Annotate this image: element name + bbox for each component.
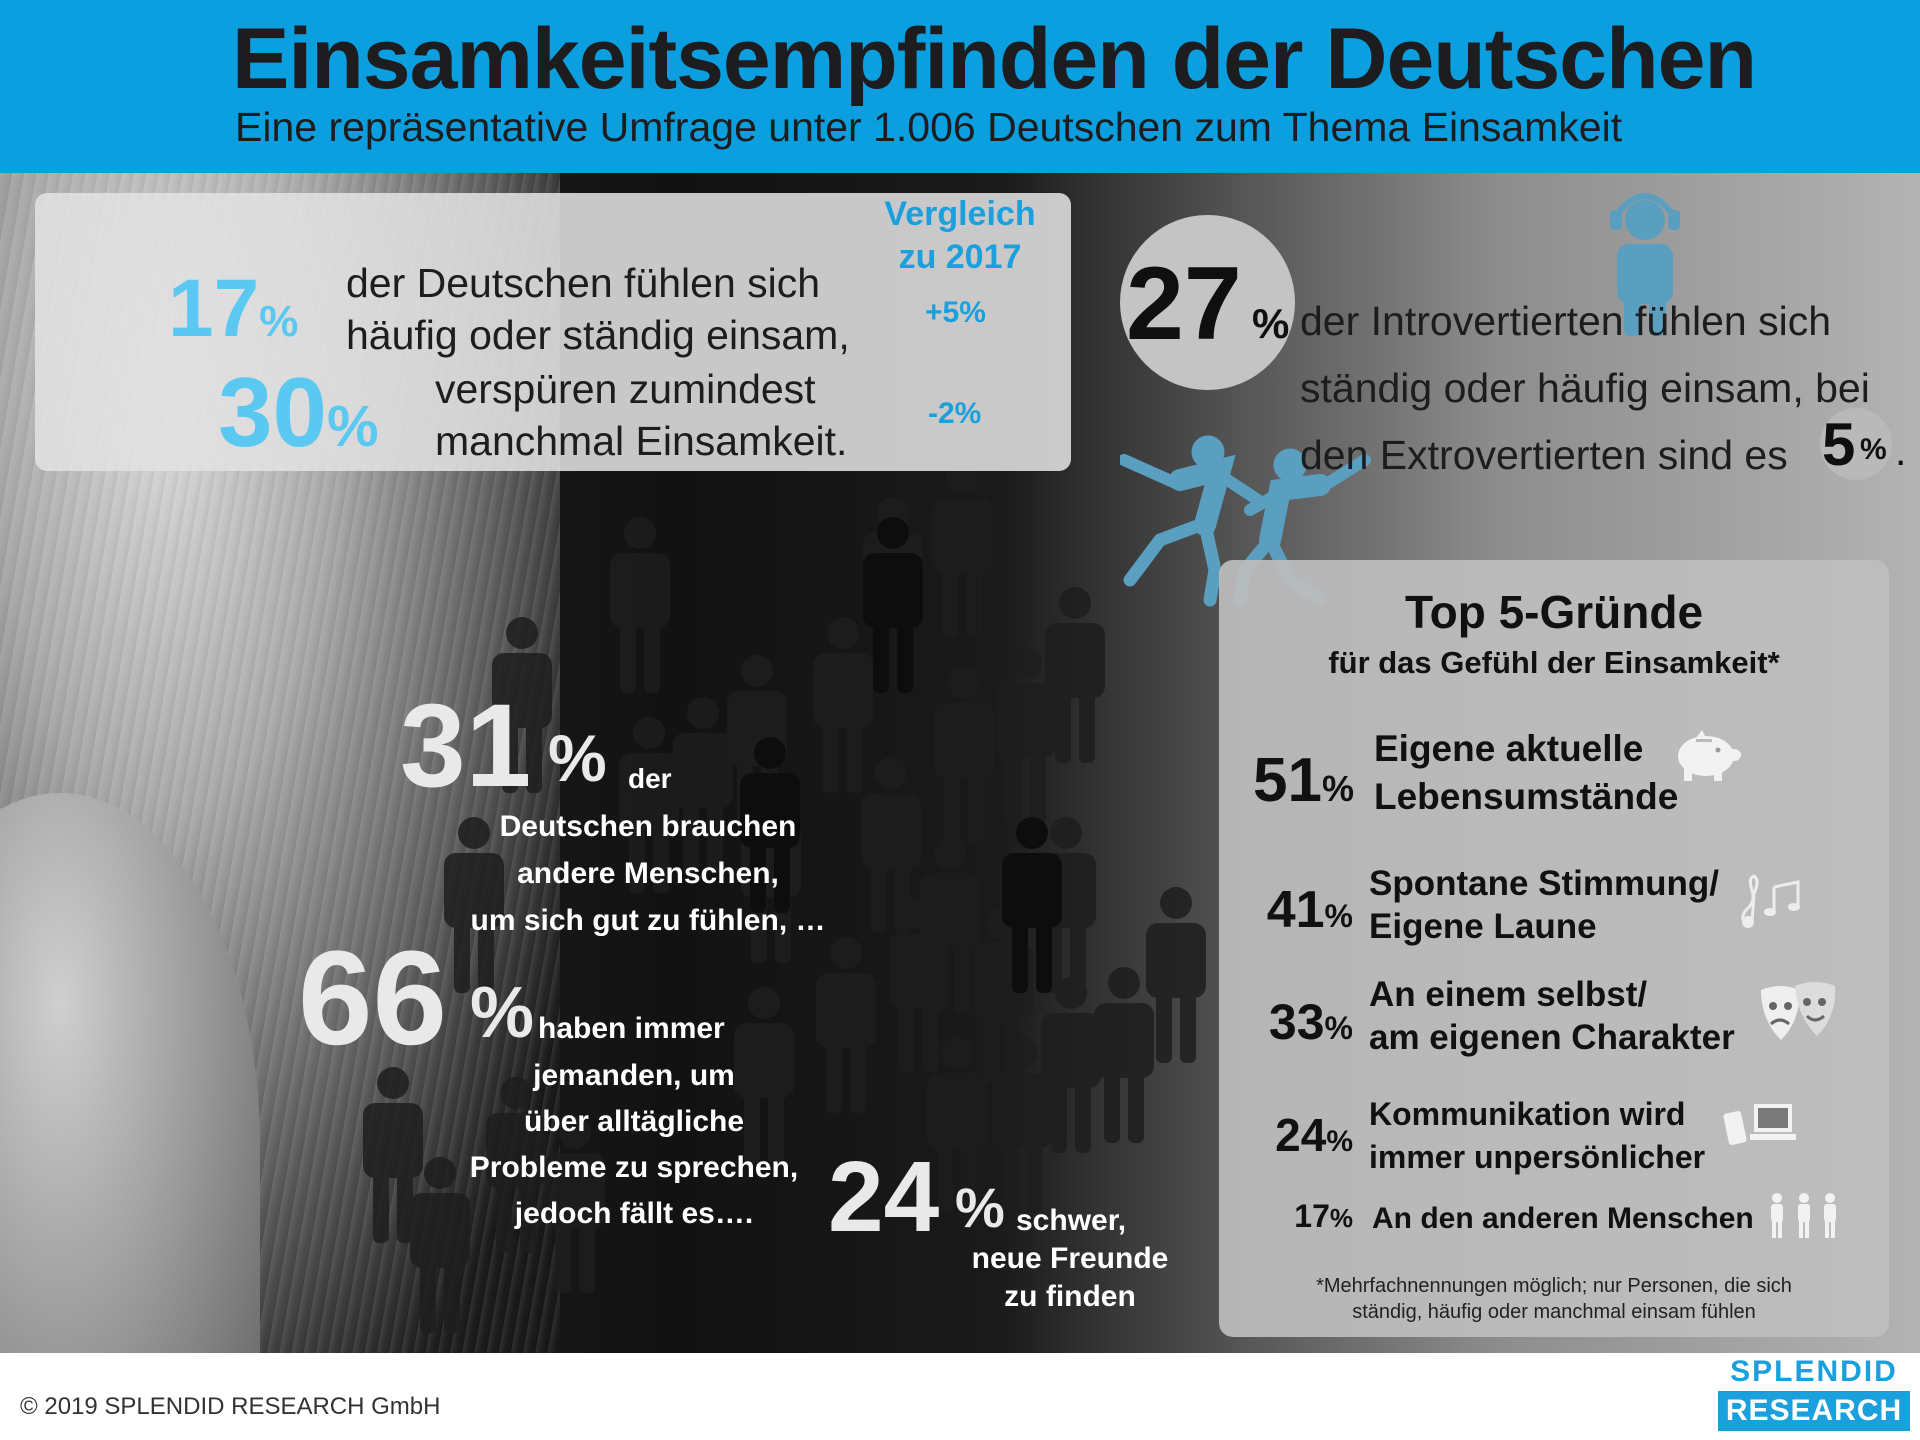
stat-5-unit: % (1860, 433, 1887, 466)
stat-27-unit: % (1252, 300, 1290, 347)
stat-17-text: der Deutschen fühlen sich häufig oder st… (346, 260, 850, 358)
stat-30-number: 30% (218, 357, 379, 467)
piggy-bank-icon (1678, 730, 1741, 781)
people-icon (1771, 1193, 1836, 1238)
music-notes-icon (1741, 874, 1800, 929)
splendid-research-logo: SPLENDID RESEARCH (1718, 1355, 1910, 1433)
reason-1-percent: 51% (1253, 746, 1354, 815)
stat-31-number: 31 (400, 680, 532, 812)
reason-5-label: An den anderen Menschen (1372, 1202, 1754, 1235)
reasons-footnote: *Mehrfachnennungen möglich; nur Personen… (1316, 1275, 1792, 1323)
stat-24-text: neue Freunde zu finden (971, 1242, 1169, 1313)
reason-3-percent: 33% (1268, 994, 1353, 1050)
page-subtitle: Eine repräsentative Umfrage unter 1.006 … (235, 104, 1623, 150)
introvert-headphones-icon (1610, 193, 1680, 336)
comparison-heading: Vergleich zu 2017 (884, 195, 1036, 276)
stat-66-lead: haben immer (538, 1012, 725, 1045)
stat-17-number: 17% (168, 263, 299, 354)
reason-2-label: Spontane Stimmung/ Eigene Laune (1369, 864, 1719, 946)
stat-27-number: 27 (1126, 246, 1242, 362)
extrovert-circle (1820, 408, 1892, 480)
reasons-title: Top 5-Gründe (1404, 586, 1704, 638)
delta-17: +5% (925, 296, 986, 329)
header-banner: Einsamkeitsempfinden der Deutschen Eine … (0, 0, 1920, 173)
stat-24-number: 24 (828, 1141, 940, 1253)
introvert-text: der Introvertierten fühlen sich ständig … (1300, 298, 1870, 478)
devices-icon (1723, 1104, 1796, 1145)
reason-3-label: An einem selbst/ am eigenen Charakter (1369, 975, 1735, 1057)
stat-31-unit: % (548, 721, 607, 795)
reason-5-percent: 17% (1294, 1198, 1353, 1234)
stat-66-number: 66 (298, 924, 448, 1073)
page-title: Einsamkeitsempfinden der Deutschen (232, 11, 1757, 107)
introvert-circle (1120, 215, 1295, 390)
stat-30-text: verspüren zumindest manchmal Einsamkeit. (435, 366, 848, 464)
stat-24-unit: % (955, 1176, 1005, 1239)
reason-4-label: Kommunikation wird immer unpersönlicher (1369, 1096, 1706, 1175)
copyright-notice: © 2019 SPLENDID RESEARCH GmbH (20, 1393, 441, 1420)
theater-masks-icon (1761, 982, 1836, 1040)
stat-66-text: jemanden, um über alltägliche Probleme z… (469, 1059, 799, 1230)
stat-5-number: 5 (1822, 411, 1856, 478)
stat-5-period: . (1895, 428, 1907, 474)
comparison-box (35, 193, 1071, 471)
reason-4-percent: 24% (1275, 1109, 1353, 1161)
reason-1-label: Eigene aktuelle Lebensumstände (1374, 728, 1679, 817)
stat-31-text: Deutschen brauchen andere Menschen, um s… (470, 810, 826, 937)
stat-66-unit: % (470, 973, 535, 1053)
reason-2-percent: 41% (1266, 881, 1353, 939)
stat-31-word: der (628, 763, 672, 794)
stat-24-lead: schwer, (1016, 1204, 1127, 1237)
reasons-subtitle: für das Gefühl der Einsamkeit* (1328, 645, 1780, 680)
delta-30: -2% (928, 397, 982, 430)
top-reasons-panel: Top 5-Gründe für das Gefühl der Einsamke… (1219, 560, 1889, 1337)
